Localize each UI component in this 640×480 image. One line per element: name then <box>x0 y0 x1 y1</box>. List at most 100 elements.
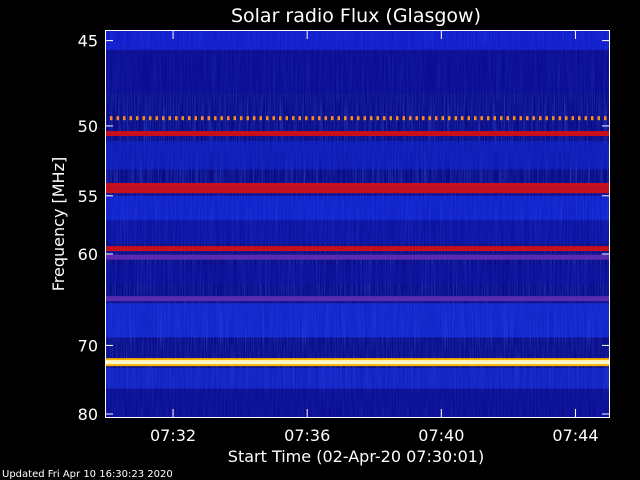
band-dot <box>298 116 301 121</box>
band-line <box>106 254 609 260</box>
band-dot <box>129 116 132 121</box>
band-dot <box>344 116 347 121</box>
band-dot <box>266 116 269 121</box>
background-stratum <box>106 49 609 94</box>
band-dot <box>350 116 353 121</box>
band-line <box>106 296 609 302</box>
band-dot <box>435 116 438 121</box>
band-dot <box>493 116 496 121</box>
band-dot <box>506 116 509 121</box>
y-tick-label: 50 <box>78 117 98 136</box>
band-dot <box>240 116 243 121</box>
band-dot <box>454 116 457 121</box>
band-dot <box>194 116 197 121</box>
band-dot <box>181 116 184 121</box>
band-dot <box>149 116 152 121</box>
band-dot <box>168 116 171 121</box>
band-dot <box>552 116 555 121</box>
background-stratum <box>106 367 609 389</box>
band-dot <box>571 116 574 121</box>
band-line <box>106 360 609 365</box>
band-dot <box>207 116 210 121</box>
background-stratum <box>106 195 609 221</box>
band-dot <box>584 116 587 121</box>
band-dot <box>311 116 314 121</box>
band-dot <box>253 116 256 121</box>
band-line <box>106 182 609 188</box>
band-dot <box>415 116 418 121</box>
band-dot <box>279 116 282 121</box>
band-dot <box>233 116 236 121</box>
band-dot <box>363 116 366 121</box>
band-dot <box>396 116 399 121</box>
background-stratum <box>106 264 609 285</box>
y-axis: 45 50 55 60 70 80 <box>78 32 609 424</box>
x-tick-label: 07:40 <box>418 426 464 445</box>
band-dot <box>526 116 529 121</box>
band-dot <box>422 116 425 121</box>
background-stratum <box>106 303 609 338</box>
background-stratum <box>106 31 609 50</box>
y-tick-label: 45 <box>78 32 98 51</box>
band-dot <box>227 116 230 121</box>
band-dot <box>155 116 158 121</box>
band-dot <box>305 116 308 121</box>
band-dot <box>162 116 165 121</box>
band-dot <box>246 116 249 121</box>
band-dot <box>448 116 451 121</box>
y-tick-label: 60 <box>78 245 98 264</box>
band-dot <box>389 116 392 121</box>
y-tick-label: 80 <box>78 405 98 424</box>
band-dot <box>324 116 327 121</box>
band-dot <box>272 116 275 121</box>
x-tick-label: 07:32 <box>150 426 196 445</box>
updated-timestamp: Updated Fri Apr 10 16:30:23 2020 <box>2 469 173 480</box>
band-line <box>106 246 609 252</box>
band-dot <box>604 116 607 121</box>
y-tick-label: 70 <box>78 336 98 355</box>
band-dot <box>142 116 145 121</box>
background-stratum <box>106 141 609 170</box>
y-axis-label: Frequency [MHz] <box>49 157 68 291</box>
band-dot <box>578 116 581 121</box>
band-dot <box>259 116 262 121</box>
band-dot <box>591 116 594 121</box>
band-dot <box>532 116 535 121</box>
band-dot <box>318 116 321 121</box>
band-dot <box>558 116 561 121</box>
background-stratum <box>106 220 609 244</box>
background-stratum <box>106 388 609 417</box>
band-layer <box>106 31 609 417</box>
band-line <box>106 188 609 194</box>
band-dot <box>500 116 503 121</box>
band-dot <box>123 116 126 121</box>
band-line <box>106 131 609 137</box>
band-dot <box>201 116 204 121</box>
x-axis: 07:32 07:36 07:40 07:44 <box>150 31 599 445</box>
band-dot <box>519 116 522 121</box>
band-dot <box>331 116 334 121</box>
band-dot <box>285 116 288 121</box>
band-dot <box>292 116 295 121</box>
band-dot <box>214 116 217 121</box>
band-dot <box>487 116 490 121</box>
band-dot <box>337 116 340 121</box>
band-dot <box>565 116 568 121</box>
x-tick-label: 07:44 <box>552 426 598 445</box>
y-tick-label: 55 <box>78 187 98 206</box>
band-dot <box>220 116 223 121</box>
band-dot <box>188 116 191 121</box>
band-dot <box>409 116 412 121</box>
band-dot <box>116 116 119 121</box>
band-dot <box>441 116 444 121</box>
chart-title: Solar radio Flux (Glasgow) <box>231 5 481 27</box>
band-dot <box>467 116 470 121</box>
band-dot <box>597 116 600 121</box>
band-dot <box>357 116 360 121</box>
x-axis-label: Start Time (02-Apr-20 07:30:01) <box>228 447 484 466</box>
plot-area <box>106 31 609 417</box>
band-dot <box>110 116 113 121</box>
band-dot <box>136 116 139 121</box>
band-dot <box>376 116 379 121</box>
